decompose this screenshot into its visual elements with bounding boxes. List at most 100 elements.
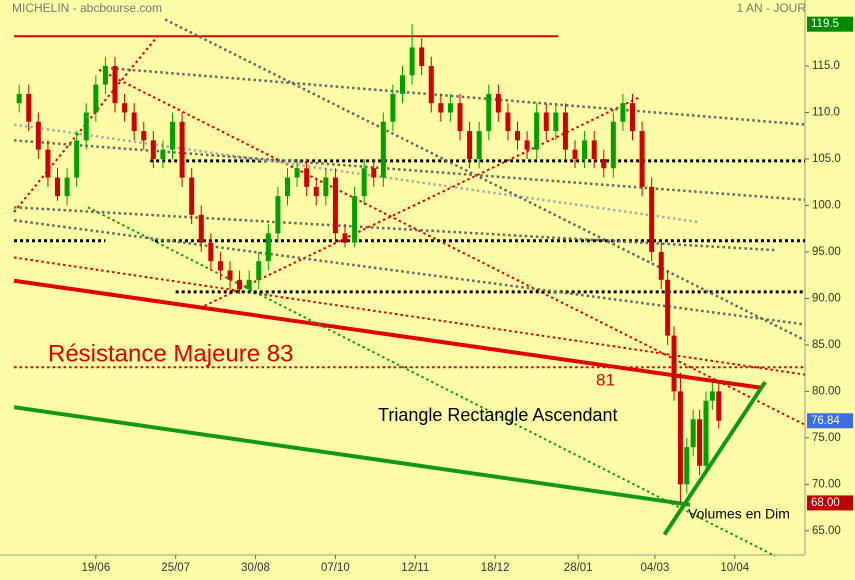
trend-line (105, 66, 806, 126)
candle-body (122, 103, 128, 113)
candle-body (371, 168, 377, 178)
candle-body (572, 149, 578, 159)
trend-line (13, 219, 806, 326)
candle-body (275, 196, 281, 234)
candle-body (690, 419, 696, 448)
chart-subtitle: 1 AN - JOUR (737, 1, 807, 15)
candle-body (671, 335, 677, 392)
y-tick-label: 85.00 (812, 339, 841, 351)
chart-title: MICHELIN - abcbourse.com (12, 1, 162, 15)
y-tick-label: 70.00 (812, 478, 841, 490)
candle-body (208, 242, 214, 262)
candle-body (246, 279, 252, 290)
candle-body (601, 158, 607, 169)
y-tick-label: 105.0 (812, 153, 841, 165)
x-tick-label: 25/07 (161, 562, 190, 574)
candle-body (610, 121, 616, 169)
candle-body (93, 84, 99, 113)
y-tick-label: 90.00 (812, 292, 841, 304)
candle-body (697, 419, 703, 466)
x-tick-label: 28/01 (564, 562, 593, 574)
candle-body (447, 103, 453, 113)
candle-body (45, 149, 51, 178)
y-tick-label: 100.0 (812, 199, 841, 211)
candle-body (179, 121, 185, 178)
candle-body (703, 400, 709, 466)
candle-body (55, 177, 60, 197)
candle-body (198, 214, 204, 243)
candle-body (102, 66, 108, 85)
price-flag (807, 495, 853, 511)
candle-body (534, 112, 540, 150)
candle-body (64, 177, 70, 197)
annotation: Résistance Majeure 83 (48, 340, 293, 367)
candle-body (16, 93, 22, 104)
candle-body (294, 168, 300, 178)
candle-body (709, 391, 715, 401)
x-tick-label: 12/11 (401, 562, 429, 574)
x-tick-label: 07/10 (321, 562, 350, 574)
candle-body (684, 447, 690, 485)
candle-body (35, 121, 41, 150)
candle-body (285, 177, 290, 197)
y-tick-label: 75.00 (812, 432, 841, 444)
y-tick-label: 80.00 (812, 385, 841, 397)
price-flag-label: 119.5 (811, 18, 839, 30)
candle-body (256, 261, 262, 280)
x-tick-label: 04/03 (640, 562, 669, 574)
candle-body (620, 103, 626, 122)
candle-body (83, 112, 89, 141)
price-flag-label: 76.84 (811, 415, 840, 427)
candle-body (342, 233, 348, 243)
x-tick-label: 18/12 (481, 562, 510, 574)
candle-body (505, 112, 511, 132)
candle-body (26, 93, 32, 122)
candle-body (361, 168, 367, 197)
candle-body (217, 261, 223, 271)
candle-body (313, 186, 319, 197)
x-tick-label: 19/06 (81, 562, 110, 574)
candle-body (150, 140, 156, 159)
annotation: Triangle Rectangle Ascendant (378, 405, 617, 425)
x-tick-label: 10/04 (720, 562, 749, 574)
candle-body (591, 140, 597, 159)
candle-body (639, 131, 645, 187)
trend-line (164, 18, 806, 342)
price-flag (807, 16, 853, 32)
trend-line (13, 278, 761, 390)
candle-body (189, 177, 195, 215)
candle-body (227, 270, 233, 280)
candle-body (562, 112, 568, 150)
candle-body (649, 186, 655, 252)
candle-body (476, 131, 482, 159)
candle-body (438, 103, 444, 113)
candle-body (553, 112, 559, 132)
candle-body (237, 279, 243, 290)
candle-body (515, 131, 520, 141)
candle-body (160, 149, 166, 159)
candle-body (141, 131, 147, 141)
y-tick-label: 115.0 (812, 60, 840, 72)
annotation: Volumes en Dim (688, 506, 790, 522)
candle-body (665, 279, 671, 336)
candle-body (543, 112, 549, 132)
candle-body (582, 140, 588, 159)
candle-body (419, 47, 425, 67)
candle-body (409, 47, 415, 76)
candle-body (630, 103, 635, 132)
candle-body (428, 66, 434, 104)
candle-body (352, 196, 358, 243)
candle-body (457, 103, 463, 132)
y-tick-label: 110.0 (812, 107, 840, 119)
x-tick-label: 30/08 (241, 562, 270, 574)
candle-body (332, 177, 338, 234)
candle-body (170, 121, 175, 150)
trend-line (13, 405, 691, 507)
candle-body (323, 177, 329, 197)
candle-body (112, 66, 118, 104)
candle-body (467, 131, 473, 159)
price-flag (807, 413, 853, 429)
candle-body (524, 140, 530, 150)
